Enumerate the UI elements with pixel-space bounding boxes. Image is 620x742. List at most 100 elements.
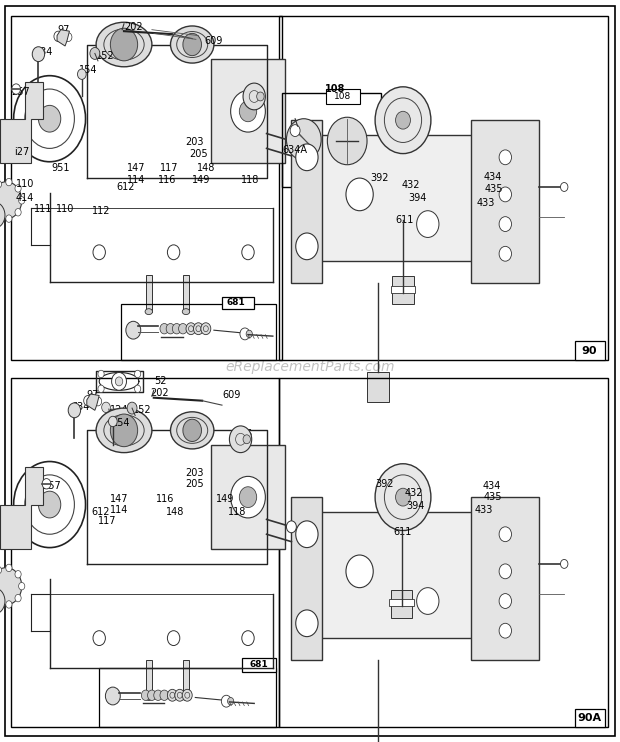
Text: 432: 432 [402, 180, 420, 191]
Circle shape [110, 28, 138, 61]
Circle shape [78, 69, 86, 79]
Circle shape [375, 464, 431, 531]
Circle shape [296, 144, 318, 171]
Text: 108: 108 [334, 92, 351, 101]
Bar [183, 660, 189, 697]
Circle shape [94, 397, 102, 406]
Text: 152: 152 [96, 50, 115, 61]
Circle shape [160, 324, 169, 334]
Circle shape [0, 568, 22, 605]
Ellipse shape [96, 408, 152, 453]
Circle shape [172, 324, 181, 334]
Circle shape [257, 92, 264, 101]
Text: 681: 681 [226, 298, 245, 307]
Circle shape [239, 487, 257, 508]
Circle shape [0, 599, 1, 606]
Circle shape [6, 215, 12, 223]
Text: 394: 394 [408, 193, 427, 203]
Ellipse shape [170, 412, 214, 449]
Text: eReplacementParts.com: eReplacementParts.com [225, 361, 395, 374]
Circle shape [135, 370, 141, 378]
Text: 433: 433 [476, 197, 495, 208]
Text: 148: 148 [166, 507, 185, 517]
Text: 394: 394 [406, 501, 425, 511]
Circle shape [183, 419, 202, 441]
Circle shape [15, 571, 21, 578]
Text: 148: 148 [197, 163, 216, 174]
Circle shape [239, 101, 257, 122]
Circle shape [286, 119, 321, 160]
Circle shape [19, 197, 25, 204]
Circle shape [38, 491, 61, 518]
Text: 152: 152 [133, 404, 152, 415]
Circle shape [54, 31, 63, 42]
Circle shape [12, 84, 20, 94]
Text: 97: 97 [87, 390, 99, 400]
Text: 117: 117 [160, 163, 179, 174]
Bar [279, 16, 608, 360]
Circle shape [93, 631, 105, 646]
Bar [146, 660, 152, 697]
Bar [146, 275, 152, 312]
Circle shape [15, 594, 21, 602]
Circle shape [182, 689, 192, 701]
Circle shape [221, 695, 231, 707]
Circle shape [231, 476, 265, 518]
Circle shape [98, 370, 104, 378]
Circle shape [19, 582, 25, 590]
Text: 611: 611 [396, 215, 414, 226]
Text: 114: 114 [110, 505, 129, 515]
Circle shape [560, 559, 568, 568]
Text: 154: 154 [79, 65, 98, 76]
Circle shape [108, 416, 117, 427]
Bar [11, 16, 282, 360]
Text: 118: 118 [228, 507, 247, 517]
Circle shape [499, 187, 511, 202]
Circle shape [90, 47, 100, 59]
Text: 609: 609 [222, 390, 241, 400]
Circle shape [346, 178, 373, 211]
Bar [471, 497, 539, 660]
Circle shape [286, 521, 296, 533]
Ellipse shape [96, 22, 152, 67]
Circle shape [242, 245, 254, 260]
Text: 118: 118 [241, 174, 259, 185]
Circle shape [15, 209, 21, 216]
Bar [389, 599, 414, 606]
Circle shape [0, 182, 22, 219]
Circle shape [110, 414, 138, 447]
Text: 257: 257 [42, 481, 61, 491]
Circle shape [15, 185, 21, 192]
Circle shape [0, 180, 1, 188]
Bar [183, 275, 189, 312]
Text: 392: 392 [375, 479, 394, 489]
Circle shape [167, 245, 180, 260]
Circle shape [499, 594, 511, 608]
Ellipse shape [182, 695, 190, 700]
Circle shape [242, 631, 254, 646]
Bar [242, 658, 276, 672]
Text: 205: 205 [189, 148, 208, 159]
Circle shape [32, 47, 45, 62]
Circle shape [141, 690, 150, 700]
Text: 951: 951 [51, 163, 70, 174]
Circle shape [167, 689, 177, 701]
Circle shape [6, 601, 12, 608]
Text: 202: 202 [124, 22, 143, 33]
Text: 147: 147 [127, 163, 146, 174]
Circle shape [6, 178, 12, 186]
Text: 414: 414 [16, 193, 34, 203]
Circle shape [499, 217, 511, 232]
Circle shape [296, 233, 318, 260]
Text: 634A: 634A [282, 145, 307, 155]
Circle shape [112, 372, 126, 390]
Ellipse shape [145, 309, 153, 315]
Circle shape [175, 689, 185, 701]
Text: i27: i27 [14, 147, 29, 157]
Circle shape [183, 33, 202, 56]
Circle shape [290, 125, 300, 137]
Text: 611: 611 [394, 527, 412, 537]
Text: 97: 97 [57, 24, 69, 35]
Circle shape [499, 564, 511, 579]
Polygon shape [0, 467, 43, 549]
